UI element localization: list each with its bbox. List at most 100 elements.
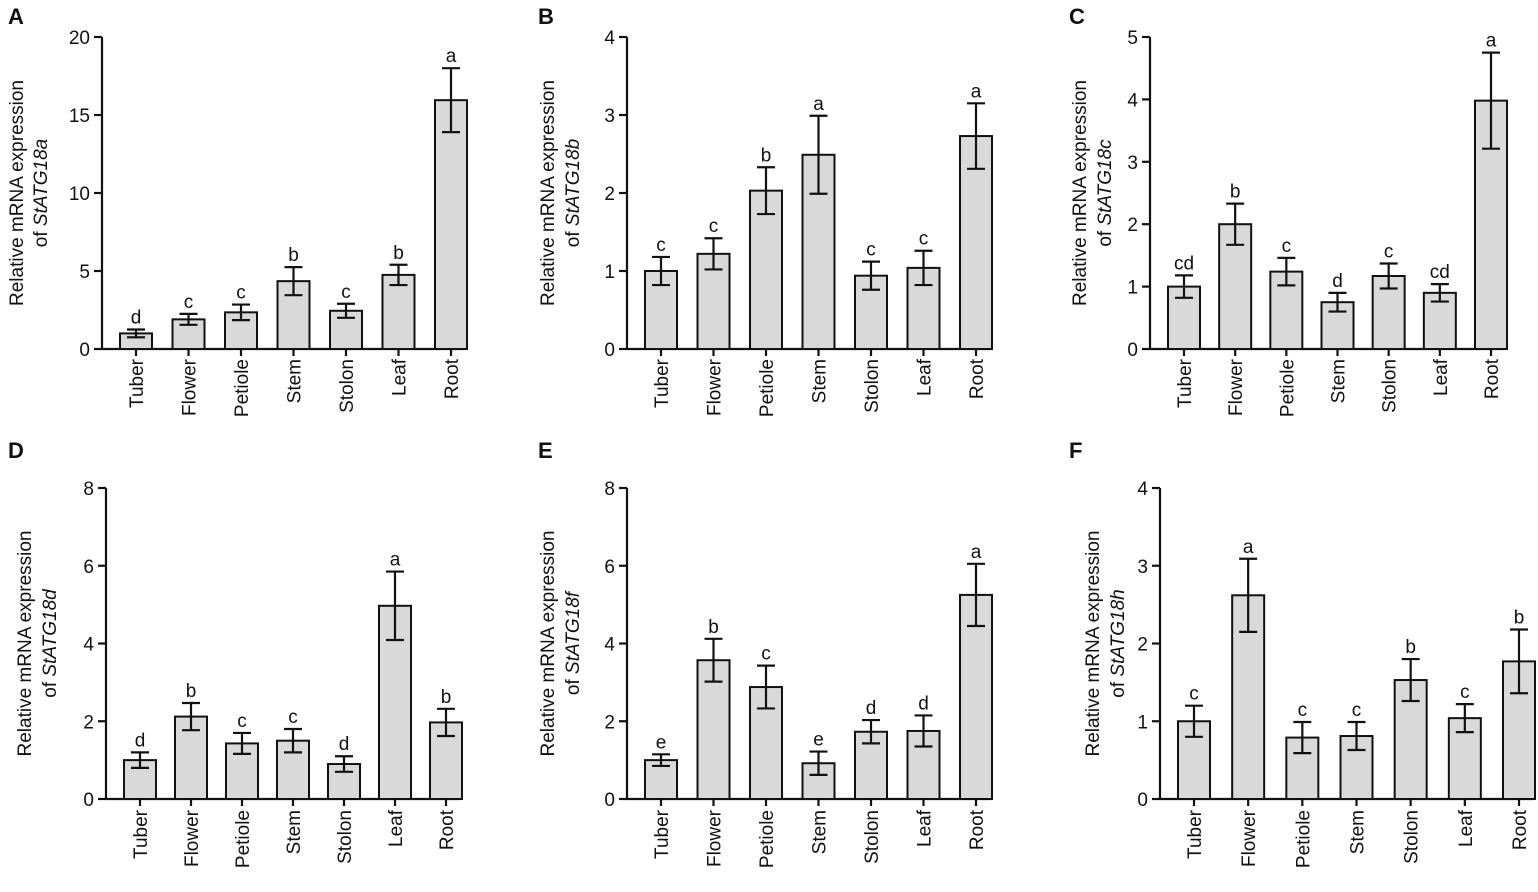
chart-panel-a: A Relative mRNA expression of StATG18a 0 5 10… — [7, 4, 468, 417]
category-label: Flower — [1226, 358, 1247, 416]
category-label: Flower — [1239, 809, 1260, 867]
y-axis-label-of: of — [31, 226, 52, 247]
significance-letter: c — [1460, 682, 1470, 703]
y-axis-label: Relative mRNA expression — [538, 80, 559, 306]
category-label: Root — [1482, 358, 1503, 399]
category-label: Petiole — [232, 359, 253, 417]
significance-letter: b — [1405, 637, 1416, 658]
bar-flower — [696, 659, 731, 800]
y-tick-label: 4 — [1137, 479, 1148, 500]
significance-letter: d — [866, 698, 877, 719]
y-axis-label-of: of — [563, 226, 584, 247]
category-label: Root — [967, 358, 988, 399]
category-label: Flower — [180, 358, 201, 416]
significance-letter: c — [237, 711, 247, 732]
y-axis-gene-name: StATG18h — [1108, 589, 1129, 676]
y-tick-label: 0 — [604, 340, 615, 361]
category-label: Tuber — [127, 358, 148, 408]
significance-letter: a — [971, 542, 982, 563]
category-label: Leaf — [390, 358, 411, 396]
category-label: Flower — [705, 358, 726, 416]
significance-letter: d — [1332, 271, 1343, 292]
category-label: Flower — [182, 809, 203, 867]
y-tick-label: 0 — [1127, 340, 1138, 361]
category-label: Stolon — [1402, 810, 1423, 864]
y-axis-label: Relative mRNA expression — [1070, 80, 1091, 306]
y-tick-label: 6 — [83, 557, 94, 578]
y-tick-label: 2 — [1127, 215, 1138, 236]
category-label: Tuber — [1175, 358, 1196, 408]
significance-letter: c — [1298, 700, 1308, 721]
significance-letter: c — [1352, 700, 1362, 721]
significance-letter: a — [813, 94, 824, 115]
y-tick-label: 4 — [83, 635, 94, 656]
y-tick-label: 8 — [83, 479, 94, 500]
y-axis-label-gene: of StATG18a — [31, 139, 52, 247]
significance-letter: e — [813, 730, 824, 751]
significance-letter: b — [708, 617, 719, 638]
y-axis-label-of: of — [563, 674, 584, 695]
y-tick-label: 0 — [1137, 790, 1148, 811]
significance-letter: b — [393, 243, 404, 264]
panel-letter: D — [8, 438, 24, 463]
y-axis-gene-name: StATG18a — [31, 139, 52, 226]
y-axis-label-gene: of StATG18f — [563, 590, 584, 695]
bar-root — [434, 99, 468, 351]
significance-letter: cd — [1430, 262, 1450, 283]
panel-letter: E — [538, 438, 553, 463]
y-axis-label-gene: of StATG18b — [563, 139, 584, 247]
y-tick-label: 20 — [69, 28, 90, 49]
bar-leaf — [381, 273, 416, 350]
bar-root — [959, 593, 993, 800]
significance-letter: e — [656, 732, 667, 753]
y-axis-label: Relative mRNA expression — [538, 531, 559, 757]
category-label: Petiole — [1293, 810, 1314, 868]
category-label: Stolon — [337, 359, 358, 413]
y-tick-label: 4 — [604, 635, 615, 656]
category-label: Stem — [810, 359, 831, 403]
category-label: Leaf — [915, 809, 936, 847]
chart-panel-b: B Relative mRNA expression of StATG18b 0 1 2 3… — [538, 4, 993, 417]
significance-letter: a — [390, 550, 401, 571]
significance-letter: b — [186, 681, 197, 702]
y-tick-label: 0 — [604, 790, 615, 811]
y-tick-label: 15 — [69, 106, 90, 127]
y-tick-label: 2 — [604, 712, 615, 733]
y-tick-label: 10 — [69, 184, 90, 205]
y-axis-label-gene: of StATG18h — [1108, 589, 1129, 697]
significance-letter: d — [131, 308, 142, 329]
category-label: Petiole — [757, 359, 778, 417]
y-tick-label: 2 — [83, 712, 94, 733]
y-axis-label: Relative mRNA expression — [7, 80, 28, 306]
significance-letter: b — [1514, 608, 1525, 629]
panel-letter: B — [538, 4, 554, 29]
y-tick-label: 0 — [79, 340, 90, 361]
significance-letter: c — [1282, 236, 1292, 257]
category-label: Tuber — [652, 358, 673, 408]
significance-letter: c — [341, 282, 351, 303]
y-tick-label: 4 — [604, 28, 615, 49]
significance-letter: b — [441, 687, 452, 708]
chart-panel-d: D Relative mRNA expression of StATG18d 0 2 4 6… — [8, 438, 463, 868]
category-label: Stolon — [862, 810, 883, 864]
category-label: Stolon — [1380, 359, 1401, 413]
significance-letter: c — [288, 707, 298, 728]
y-tick-label: 4 — [1127, 90, 1138, 111]
y-axis-label-gene: of StATG18d — [40, 588, 61, 698]
significance-letter: d — [918, 693, 929, 714]
category-label: Root — [442, 358, 463, 399]
y-tick-label: 3 — [1127, 153, 1138, 174]
y-axis-gene-name: StATG18d — [40, 588, 61, 677]
category-label: Root — [437, 809, 458, 850]
y-tick-label: 5 — [1127, 28, 1138, 49]
significance-letter: c — [184, 292, 194, 313]
significance-letter: c — [656, 235, 666, 256]
category-label: Stolon — [335, 810, 356, 864]
y-tick-label: 5 — [79, 262, 90, 283]
category-label: Stem — [1348, 810, 1369, 854]
category-label: Petiole — [757, 810, 778, 868]
category-label: Stolon — [862, 359, 883, 413]
significance-letter: c — [709, 216, 719, 237]
category-label: Leaf — [386, 809, 407, 847]
